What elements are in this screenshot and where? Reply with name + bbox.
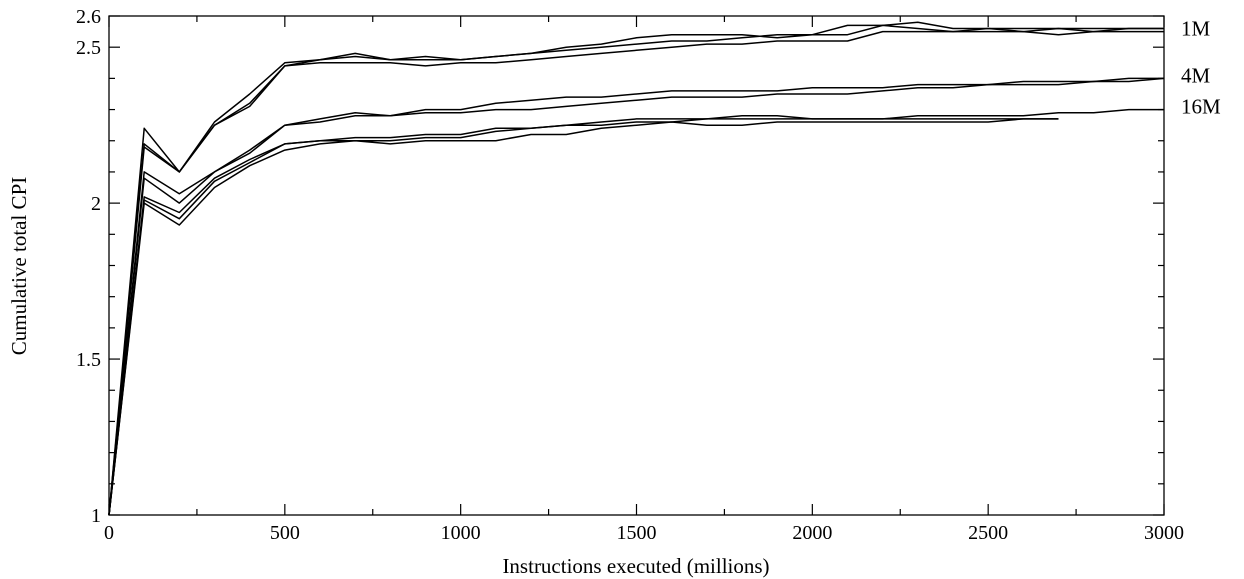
series-line-16M-6: [108, 108, 1164, 516]
x-tick-label: 500: [270, 522, 300, 544]
x-tick-label: 2500: [968, 522, 1008, 544]
series-line-4M-4: [108, 77, 1164, 516]
series-annotation-16M: 16M: [1181, 94, 1221, 118]
x-tick-label: 0: [104, 522, 114, 544]
x-tick-label: 2000: [792, 522, 832, 544]
y-tick-label: 1.5: [76, 349, 101, 371]
series-line-1M-1: [108, 24, 1164, 516]
plot-frame: [108, 15, 1165, 516]
series-line-16M-8: [108, 118, 1059, 516]
series-annotations: 1M 4M 16M: [1181, 16, 1221, 118]
x-tick-label: 1000: [441, 522, 481, 544]
series-line-16M-7: [108, 115, 1059, 516]
series-annotation-1M: 1M: [1181, 16, 1211, 40]
x-tick-labels: 0 500 1000 1500 2000 2500 3000: [104, 522, 1184, 544]
axis-ticks: [108, 15, 1165, 516]
series-annotation-4M: 4M: [1181, 63, 1211, 87]
y-tick-label: 1: [91, 505, 101, 527]
series-line-1M-3: [108, 30, 1164, 516]
y-axis-title: Cumulative total CPI: [7, 177, 31, 356]
series-line-1M-2: [108, 21, 1164, 516]
series-line-4M-5: [108, 77, 1165, 516]
y-tick-label: 2: [91, 193, 101, 215]
x-tick-label: 1500: [617, 522, 657, 544]
y-tick-label: 2.6: [76, 6, 101, 28]
series-lines: [108, 21, 1165, 516]
y-tick-label: 2.5: [76, 37, 101, 59]
y-tick-labels: 1 1.5 2 2.5 2.6: [76, 6, 101, 527]
x-tick-label: 3000: [1144, 522, 1184, 544]
x-axis-title: Instructions executed (millions): [502, 554, 769, 578]
